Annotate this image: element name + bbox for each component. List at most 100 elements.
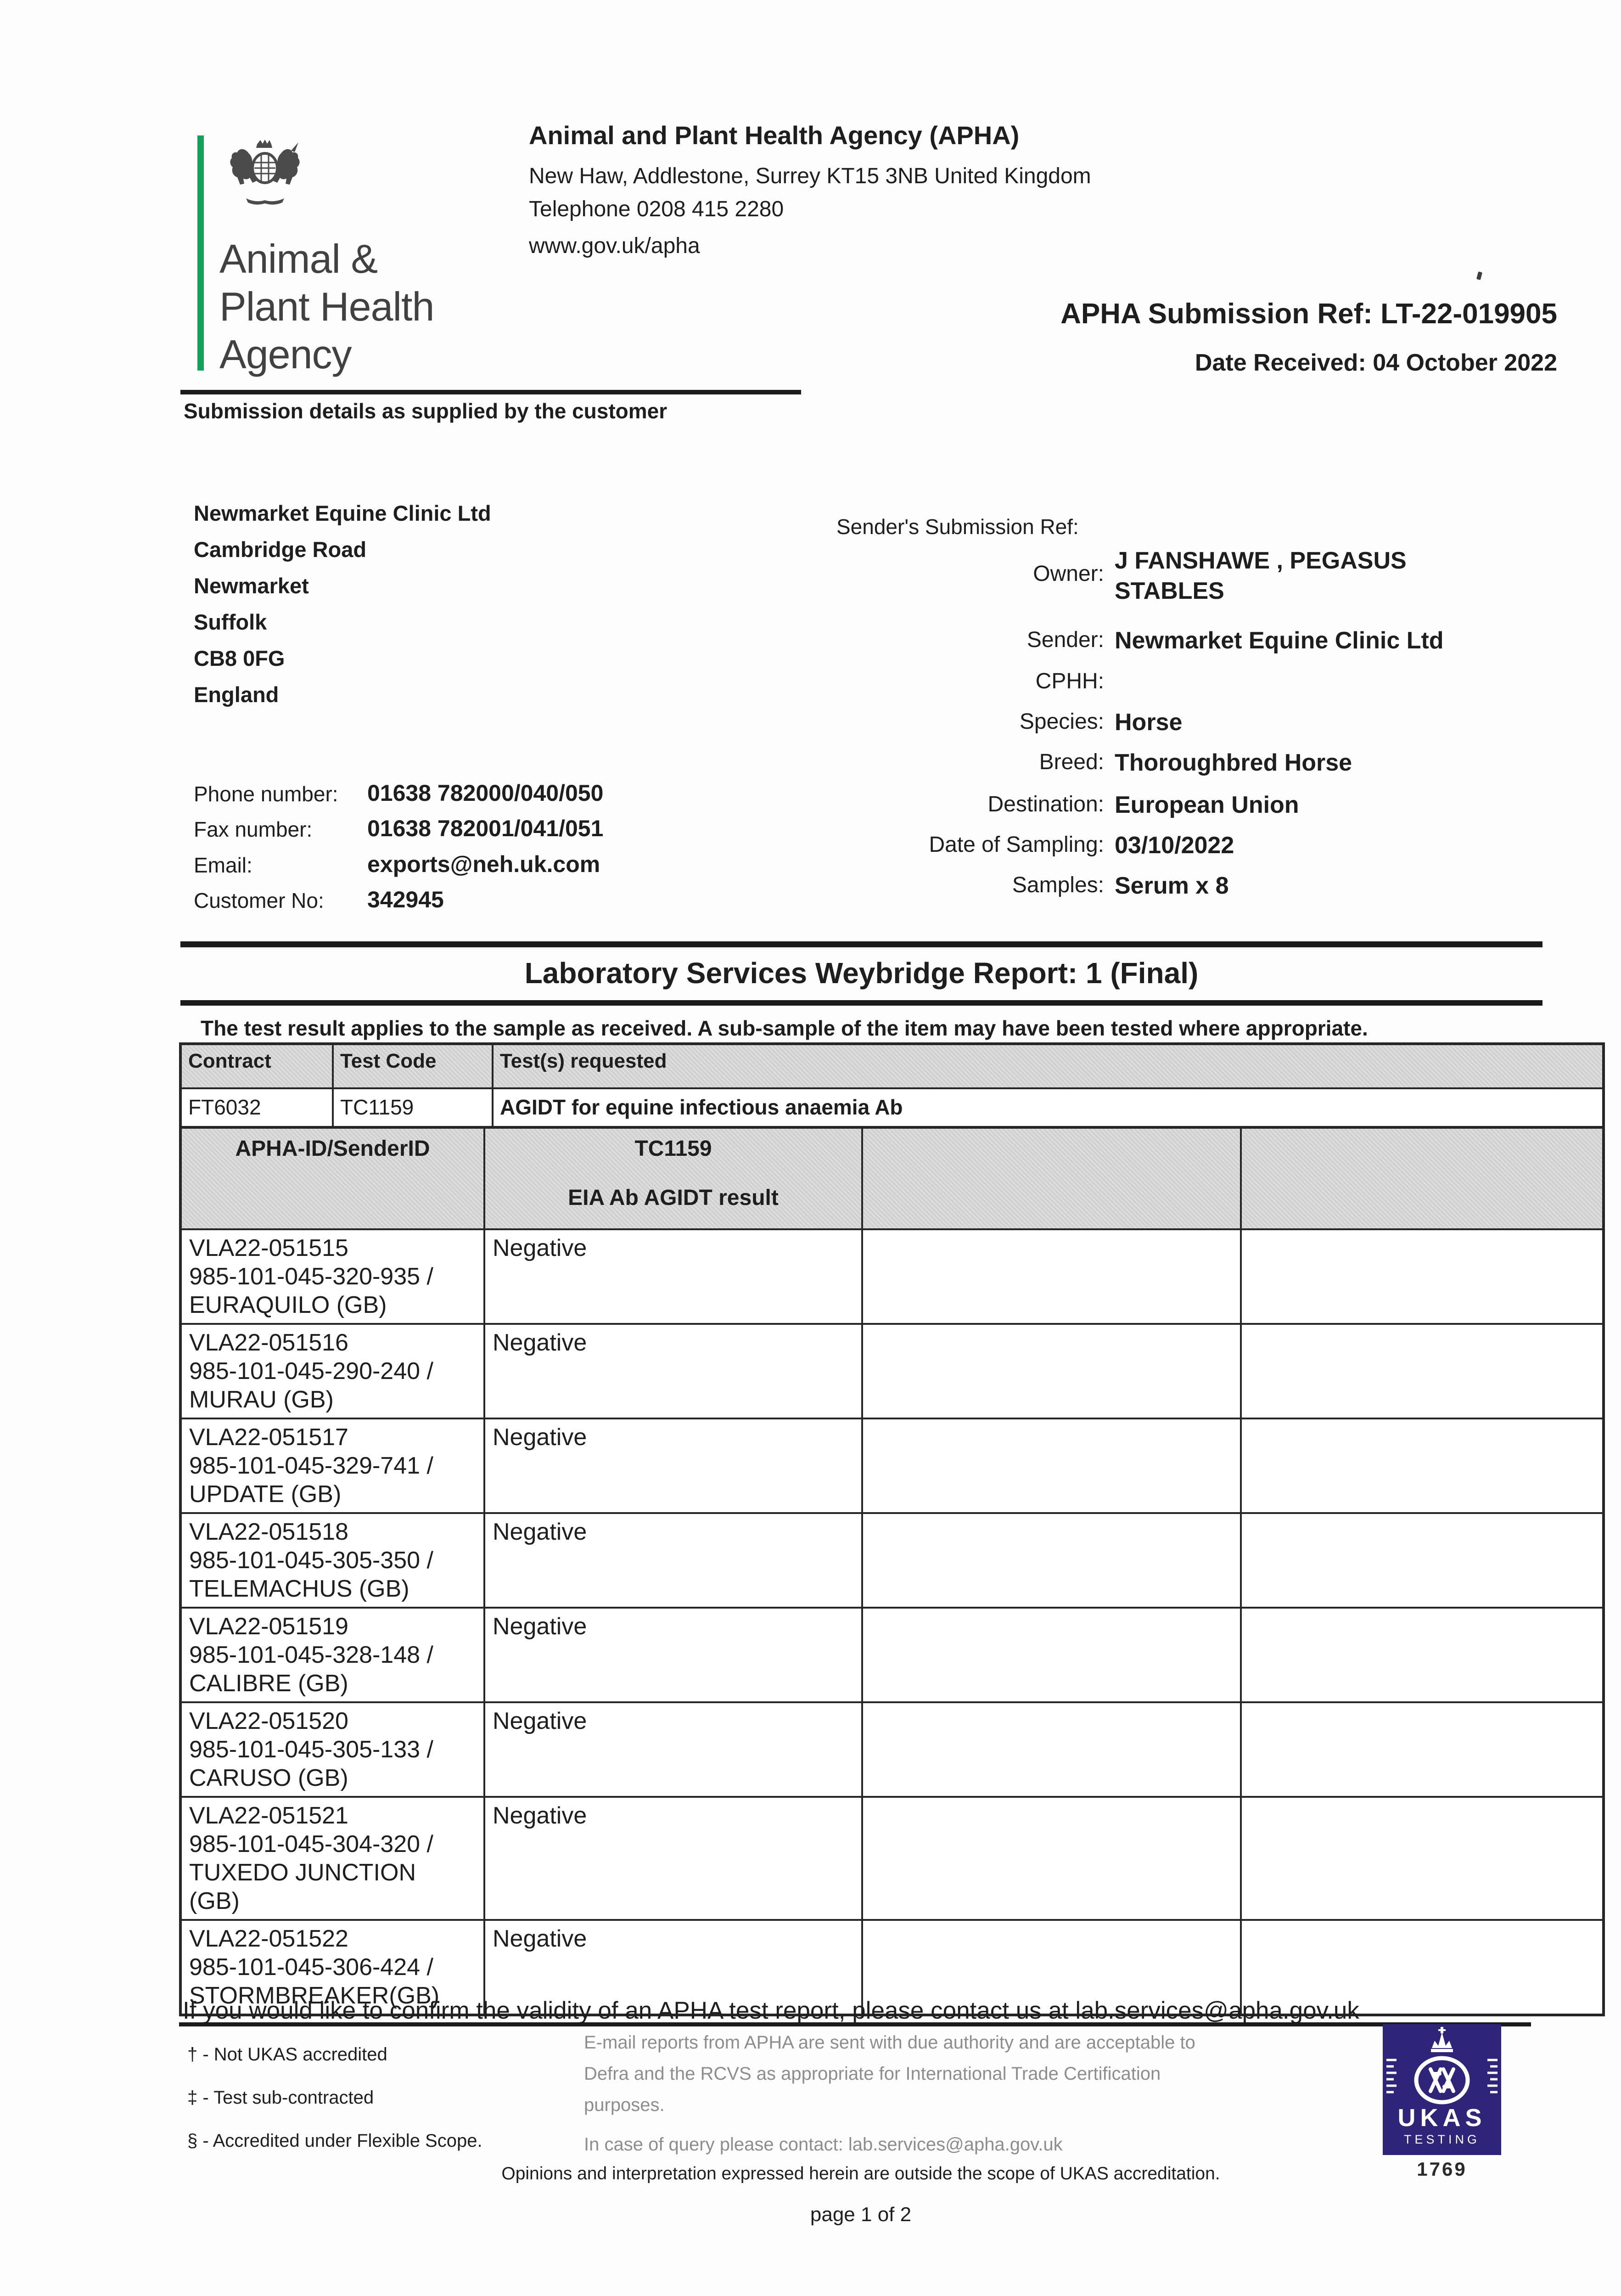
table-row: VLA22-051518 985-101-045-305-350 / TELEM… <box>179 1512 1604 1609</box>
empty-cell <box>1240 1323 1604 1419</box>
apha-id-header: APHA-ID/SenderID <box>179 1126 485 1230</box>
species-value: Horse <box>1115 709 1183 736</box>
table-row: VLA22-051516 985-101-045-290-240 / MURAU… <box>179 1323 1604 1419</box>
result-cell: Negative <box>483 1323 863 1419</box>
logo-wordmark: Animal & Plant Health Agency <box>219 235 434 378</box>
cphh-label: CPHH: <box>1035 669 1104 693</box>
empty-cell <box>1240 1418 1604 1514</box>
customer-address-line: Suffolk <box>194 610 267 634</box>
sample-id-cell: VLA22-051517 985-101-045-329-741 / UPDAT… <box>179 1418 485 1514</box>
footnote-flexible-scope: § - Accredited under Flexible Scope. <box>187 2131 482 2151</box>
empty-header <box>1240 1126 1604 1230</box>
owner-value: J FANSHAWE , PEGASUS STABLES <box>1115 547 1407 604</box>
phone-value: 01638 782000/040/050 <box>367 780 604 806</box>
contract-header-row: Contract Test Code Test(s) requested <box>179 1043 1604 1089</box>
ukas-emblem-glyphs <box>1429 2067 1455 2093</box>
empty-header <box>861 1126 1242 1230</box>
ukas-side-ticks <box>1386 2059 1498 2093</box>
empty-cell <box>1240 1701 1604 1798</box>
email-value: exports@neh.uk.com <box>367 851 600 877</box>
phone-label: Phone number: <box>194 782 338 806</box>
ukas-testing-logo: UKAS TESTING <box>1383 2024 1501 2155</box>
samples-label: Samples: <box>1012 873 1104 897</box>
table-row: VLA22-051520 985-101-045-305-133 / CARUS… <box>179 1701 1604 1798</box>
breed-value: Thoroughbred Horse <box>1115 749 1352 776</box>
result-cell: Negative <box>483 1418 863 1514</box>
empty-cell <box>1240 1228 1604 1325</box>
email-note-line: Defra and the RCVS as appropriate for In… <box>584 2064 1161 2084</box>
agency-telephone: Telephone 0208 415 2280 <box>529 197 784 221</box>
table-row: VLA22-051521 985-101-045-304-320 / TUXED… <box>179 1796 1604 1921</box>
logo-line: Animal & <box>219 236 378 281</box>
ukas-category: TESTING <box>1404 2133 1480 2146</box>
result-cell: Negative <box>483 1512 863 1609</box>
email-label: Email: <box>194 853 252 877</box>
fax-label: Fax number: <box>194 817 313 841</box>
empty-cell <box>861 1228 1242 1325</box>
table-row: VLA22-051515 985-101-045-320-935 / EURAQ… <box>179 1228 1604 1325</box>
species-label: Species: <box>1019 709 1104 734</box>
owner-label: Owner: <box>1033 562 1104 586</box>
fax-value: 01638 782001/041/051 <box>367 816 604 841</box>
ukas-crown-icon <box>1431 2027 1453 2052</box>
result-cell: Negative <box>483 1796 863 1921</box>
submission-section-title: Submission details as supplied by the cu… <box>184 399 667 423</box>
footnote-subcontracted: ‡ - Test sub-contracted <box>187 2088 374 2108</box>
empty-cell <box>861 1418 1242 1514</box>
empty-cell <box>861 1512 1242 1609</box>
email-note-line: purposes. <box>584 2095 665 2115</box>
date-received: Date Received: 04 October 2022 <box>1195 349 1557 376</box>
empty-cell <box>861 1701 1242 1798</box>
sample-id-cell: VLA22-051516 985-101-045-290-240 / MURAU… <box>179 1323 485 1419</box>
contract-header: Contract <box>179 1043 334 1089</box>
sample-id-cell: VLA22-051522 985-101-045-306-424 / STORM… <box>179 1919 485 2016</box>
opinions-line: Opinions and interpretation expressed he… <box>501 2164 1220 2183</box>
ukas-number: 1769 <box>1417 2158 1467 2180</box>
apha-submission-ref: APHA Submission Ref: LT-22-019905 <box>1060 298 1557 330</box>
title-rule-bottom <box>180 1000 1542 1006</box>
date-of-sampling-label: Date of Sampling: <box>929 833 1104 857</box>
email-note-line: E-mail reports from APHA are sent with d… <box>584 2032 1195 2053</box>
report-disclaimer: The test result applies to the sample as… <box>201 1016 1368 1040</box>
senders-submission-ref-label: Sender's Submission Ref: <box>836 515 1079 539</box>
validity-rule <box>179 2022 1531 2026</box>
test-code-header: Test Code <box>332 1043 494 1089</box>
result-cell: Negative <box>483 1701 863 1798</box>
date-of-sampling-value: 03/10/2022 <box>1115 832 1234 859</box>
sample-id-cell: VLA22-051519 985-101-045-328-148 / CALIB… <box>179 1607 485 1703</box>
tc1159-header: TC1159 EIA Ab AGIDT result <box>483 1126 863 1230</box>
sample-id-cell: VLA22-051518 985-101-045-305-350 / TELEM… <box>179 1512 485 1609</box>
results-header-row: APHA-ID/SenderID TC1159 EIA Ab AGIDT res… <box>179 1126 1604 1230</box>
sample-id-cell: VLA22-051515 985-101-045-320-935 / EURAQ… <box>179 1228 485 1325</box>
empty-cell <box>861 1796 1242 1921</box>
validity-line: If you would like to confirm the validit… <box>183 1997 1359 2024</box>
customer-address-line: CB8 0FG <box>194 646 285 670</box>
ukas-emblem-circle <box>1414 2056 1470 2105</box>
customer-address-line: Newmarket Equine Clinic Ltd <box>194 501 491 525</box>
customer-address-line: England <box>194 682 279 707</box>
destination-label: Destination: <box>987 792 1104 816</box>
logo-line: Plant Health <box>219 284 434 329</box>
table-row: VLA22-051517 985-101-045-329-741 / UPDAT… <box>179 1418 1604 1514</box>
table-row: VLA22-051522 985-101-045-306-424 / STORM… <box>179 1919 1604 2016</box>
title-rule-top <box>180 941 1542 947</box>
customer-no-value: 342945 <box>367 887 444 912</box>
customer-no-label: Customer No: <box>194 889 324 912</box>
results-table: APHA-ID/SenderID TC1159 EIA Ab AGIDT res… <box>179 1126 1605 2016</box>
empty-cell <box>861 1323 1242 1419</box>
samples-value: Serum x 8 <box>1115 872 1229 899</box>
royal-crest-icon <box>230 140 300 205</box>
result-cell: Negative <box>483 1607 863 1703</box>
customer-address-line: Cambridge Road <box>194 537 367 562</box>
agency-website: www.gov.uk/apha <box>529 234 700 258</box>
tc1159-header-line2: EIA Ab AGIDT result <box>568 1186 779 1210</box>
empty-cell <box>1240 1796 1604 1921</box>
empty-cell <box>861 1919 1242 2016</box>
empty-cell <box>861 1607 1242 1703</box>
customer-address-line: Newmarket <box>194 574 309 598</box>
tc1159-header-line1: TC1159 <box>634 1137 712 1161</box>
tests-requested-header: Test(s) requested <box>492 1043 1604 1089</box>
logo-green-bar <box>197 135 204 371</box>
empty-cell <box>1240 1607 1604 1703</box>
